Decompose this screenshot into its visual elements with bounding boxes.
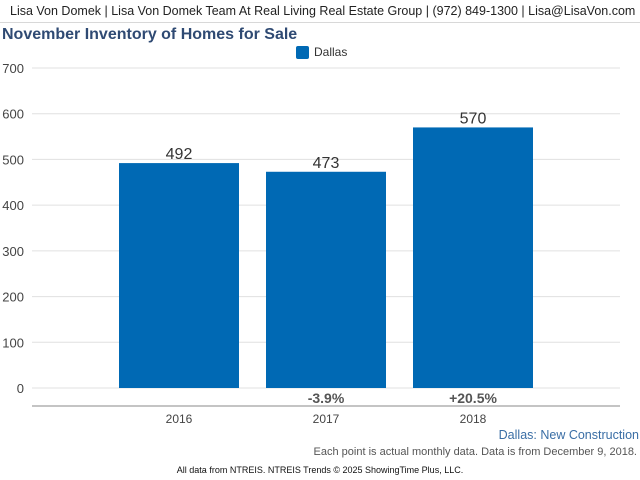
legend-swatch-dallas xyxy=(296,45,309,59)
y-tick-label-100: 100 xyxy=(2,335,24,350)
data-label-2017: 473 xyxy=(313,155,340,172)
bar-2017 xyxy=(266,171,386,388)
agent-contact-header: Lisa Von Domek | Lisa Von Domek Team At … xyxy=(10,4,636,18)
series-note: Dallas: New Construction xyxy=(498,428,639,442)
x-tick-label-2017: 2017 xyxy=(313,412,340,426)
legend[interactable]: Dallas xyxy=(296,45,347,59)
y-tick-label-500: 500 xyxy=(2,152,24,167)
change-label-2017: -3.9% xyxy=(308,390,345,406)
y-tick-label-0: 0 xyxy=(17,381,24,396)
legend-label-dallas: Dallas xyxy=(314,45,348,59)
x-tick-label-2018: 2018 xyxy=(460,412,487,426)
x-tick-label-2016: 2016 xyxy=(166,412,193,426)
header-bar: Lisa Von Domek | Lisa Von Domek Team At … xyxy=(0,0,640,23)
chart-title: November Inventory of Homes for Sale xyxy=(2,26,298,43)
y-tick-label-300: 300 xyxy=(2,244,24,259)
y-tick-label-200: 200 xyxy=(2,290,24,305)
footer-credit: All data from NTREIS. NTREIS Trends © 20… xyxy=(176,465,464,475)
data-label-2016: 492 xyxy=(166,146,193,163)
y-tick-label-400: 400 xyxy=(2,198,24,213)
y-tick-label-600: 600 xyxy=(2,107,24,122)
data-label-2018: 570 xyxy=(460,110,487,127)
y-tick-label-700: 700 xyxy=(2,61,24,76)
bar-2018 xyxy=(413,127,533,388)
bar-2016 xyxy=(119,163,239,388)
data-note: Each point is actual monthly data. Data … xyxy=(313,446,637,458)
change-label-2018: +20.5% xyxy=(449,390,497,406)
